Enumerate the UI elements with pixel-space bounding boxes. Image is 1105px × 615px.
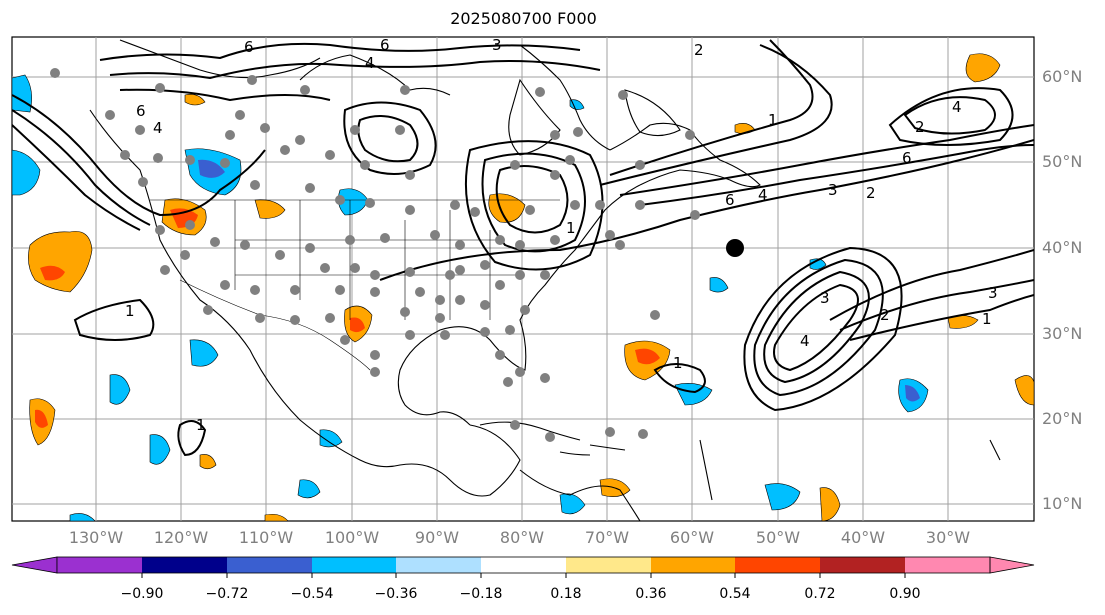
map-title: 2025080700 F000 [450,9,597,28]
colorbar-tick: 0.18 [550,586,582,602]
storm-marker [726,239,744,257]
contour-label: 1 [125,302,135,320]
lon-label-100w: 100°W [324,528,380,547]
lon-label-120w: 120°W [153,528,209,547]
anomaly-shading [12,53,1034,521]
contour-label-group: 6 4 6 3 2 6 4 1 6 4 3 2 1 4 6 3 2 1 4 2 … [125,36,998,434]
contour-label: 6 [380,36,390,54]
colorbar-tick: −0.90 [120,586,164,602]
lat-label-10n: 10°N [1042,494,1083,513]
contour-lines [12,39,1034,457]
lat-label-60n: 60°N [1042,67,1083,86]
contour-label: 4 [758,186,768,204]
contour-label: 6 [244,38,254,56]
lon-label-90w: 90°W [414,528,460,547]
contour-label: 4 [153,119,163,137]
contour-label: 1 [196,416,206,434]
contour-label: 4 [800,332,810,350]
contour-label: 2 [694,41,704,59]
colorbar-tick: −0.54 [290,586,334,602]
colorbar-tick: 0.54 [719,586,751,602]
contour-label: 1 [566,219,576,237]
contour-label: 1 [982,310,992,328]
contour-label: 3 [988,284,998,302]
contour-label: 1 [673,354,683,372]
lon-label-80w: 80°W [499,528,545,547]
colorbar-tick: −0.72 [205,586,249,602]
colorbar-tick: −0.18 [459,586,503,602]
lon-label-40w: 40°W [840,528,886,547]
contour-label: 6 [136,102,146,120]
lon-label-30w: 30°W [925,528,971,547]
lon-label-50w: 50°W [755,528,801,547]
lon-label-110w: 110°W [238,528,294,547]
contour-label: 6 [902,149,912,167]
contour-label: 2 [866,184,876,202]
station-dots [50,68,700,442]
contour-label: 3 [820,289,830,307]
contour-label: 2 [915,118,925,136]
colorbar-tick: −0.36 [374,586,418,602]
colorbar-tick: 0.36 [635,586,667,602]
lon-label-60w: 60°W [669,528,715,547]
contour-label: 3 [828,181,838,199]
lat-label-20n: 20°N [1042,409,1083,428]
colorbar-tick: 0.90 [889,586,921,602]
colorbar [11,556,1035,578]
contour-label: 4 [952,98,962,116]
lon-label-130w: 130°W [68,528,124,547]
lat-label-30n: 30°N [1042,324,1083,343]
lon-label-70w: 70°W [584,528,630,547]
lat-label-50n: 50°N [1042,152,1083,171]
lat-label-40n: 40°N [1042,238,1083,257]
contour-label: 1 [768,111,778,129]
contour-label: 6 [725,191,735,209]
colorbar-tick: 0.72 [804,586,836,602]
contour-label: 3 [492,36,502,54]
contour-label: 4 [365,54,375,72]
contour-label: 2 [880,306,890,324]
